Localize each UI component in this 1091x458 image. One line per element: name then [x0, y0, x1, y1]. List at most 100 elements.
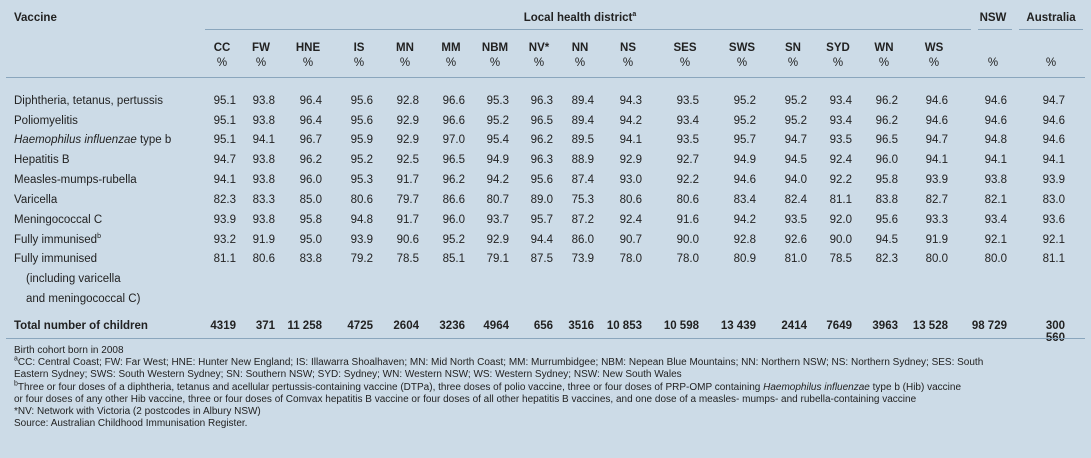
table-cell: 94.5 — [875, 234, 898, 246]
column-unit-13: % — [832, 57, 844, 69]
table-cell: 94.1 — [925, 154, 948, 166]
column-unit-0: % — [216, 57, 228, 69]
table-cell: 94.7 — [1042, 95, 1065, 107]
table-cell: 94.5 — [784, 154, 807, 166]
table-cell: 94.7 — [784, 134, 807, 146]
footnote-source: Source: Australian Childhood Immunisatio… — [14, 418, 248, 429]
table-cell: 96.0 — [299, 174, 322, 186]
table-cell: 95.3 — [486, 95, 509, 107]
footnote-b-text-a: Three or four doses of a diphtheria, tet… — [17, 382, 764, 393]
column-unit-9: % — [622, 57, 634, 69]
table-cell: 94.8 — [350, 214, 373, 226]
local-health-district-header: Local health districta — [524, 11, 637, 24]
table-cell: 92.6 — [784, 234, 807, 246]
table-cell: 95.2 — [350, 154, 373, 166]
table-cell: 80.7 — [486, 194, 509, 206]
column-abbrev-15: WS — [924, 42, 944, 54]
column-abbrev-9: NS — [620, 42, 636, 54]
table-cell: 95.8 — [299, 214, 322, 226]
column-unit-16: % — [987, 57, 999, 69]
table-cell: 94.2 — [486, 174, 509, 186]
table-cell: 97.0 — [442, 134, 465, 146]
table-cell: 96.5 — [442, 154, 465, 166]
row-label: Haemophilus influenzae type b — [14, 134, 171, 146]
table-cell: 80.6 — [350, 194, 373, 206]
total-row-label: Total number of children — [14, 320, 148, 332]
table-cell: 92.1 — [984, 234, 1007, 246]
table-cell: 80.6 — [619, 194, 642, 206]
table-cell: 85.0 — [299, 194, 322, 206]
column-abbrev-7: NV* — [528, 42, 550, 54]
table-cell: 94.1 — [213, 174, 236, 186]
nsw-column-header: NSW — [979, 12, 1007, 24]
table-cell: 79.7 — [396, 194, 419, 206]
row-label: Measles-mumps-rubella — [14, 174, 137, 186]
column-unit-15: % — [928, 57, 940, 69]
table-cell: 91.9 — [252, 234, 275, 246]
table-cell: 93.2 — [213, 234, 236, 246]
row-label: Diphtheria, tetanus, pertussis — [14, 95, 163, 107]
table-cell: 96.2 — [530, 134, 553, 146]
table-cell: 93.9 — [350, 234, 373, 246]
table-cell: 92.8 — [733, 234, 756, 246]
table-cell: 92.5 — [396, 154, 419, 166]
table-cell: 73.9 — [571, 253, 594, 265]
column-unit-12: % — [787, 57, 799, 69]
table-cell: 7649 — [826, 320, 852, 332]
table-cell: 95.6 — [530, 174, 553, 186]
column-abbrev-14: WN — [874, 42, 894, 54]
row-label: Meningococcal C — [14, 214, 102, 226]
table-cell: 79.2 — [350, 253, 373, 265]
table-cell: 86.6 — [442, 194, 465, 206]
table-cell: 81.1 — [1042, 253, 1065, 265]
table-cell: 4964 — [483, 320, 509, 332]
footnote-b-text-b: type b (Hib) vaccine — [869, 382, 962, 393]
table-cell: 95.4 — [486, 134, 509, 146]
table-cell: 95.1 — [213, 134, 236, 146]
footnote-a-text: CC: Central Coast; FW: Far West; HNE: Hu… — [17, 357, 984, 368]
table-cell: 96.4 — [299, 115, 322, 127]
table-cell: 92.2 — [676, 174, 699, 186]
table-cell: 80.0 — [925, 253, 948, 265]
table-cell: 93.8 — [252, 214, 275, 226]
table-cell: 91.6 — [676, 214, 699, 226]
row-label-text: Fully immunised — [14, 234, 98, 246]
table-cell: 82.1 — [984, 194, 1007, 206]
column-unit-17: % — [1045, 57, 1057, 69]
table-cell: 96.6 — [442, 95, 465, 107]
table-cell: 95.3 — [350, 174, 373, 186]
table-cell: 89.4 — [571, 95, 594, 107]
column-abbrev-2: HNE — [295, 42, 321, 54]
row-label-text: Meningococcal C — [14, 214, 103, 226]
column-unit-3: % — [353, 57, 365, 69]
table-cell: 78.0 — [676, 253, 699, 265]
table-cell: 93.4 — [829, 95, 852, 107]
table-cell: 93.9 — [213, 214, 236, 226]
row-label-text: Diphtheria, tetanus, pertussis — [14, 95, 163, 107]
district-header-rule — [205, 29, 971, 30]
table-cell: 3963 — [872, 320, 898, 332]
table-cell: 96.0 — [442, 214, 465, 226]
table-cell: 95.2 — [442, 234, 465, 246]
table-cell: 94.1 — [252, 134, 275, 146]
table-cell: 94.4 — [530, 234, 553, 246]
table-cell: 93.4 — [829, 115, 852, 127]
table-cell: 96.0 — [875, 154, 898, 166]
table-cell: 96.5 — [530, 115, 553, 127]
row-label-text: Hepatitis B — [14, 154, 70, 166]
column-unit-14: % — [878, 57, 890, 69]
column-abbrev-0: CC — [213, 42, 231, 54]
table-cell: 93.8 — [984, 174, 1007, 186]
table-cell: 96.4 — [299, 95, 322, 107]
footnote-a-line1: aCC: Central Coast; FW: Far West; HNE: H… — [14, 356, 984, 369]
column-abbrev-8: NN — [571, 42, 589, 54]
row-label-text: Poliomyelitis — [14, 115, 78, 127]
table-cell: 93.4 — [984, 214, 1007, 226]
row-label-text: Fully immunised — [14, 253, 98, 265]
table-cell: 95.6 — [875, 214, 898, 226]
table-cell: 93.9 — [1042, 174, 1065, 186]
table-cell: 95.1 — [213, 95, 236, 107]
column-abbrev-6: NBM — [481, 42, 509, 54]
table-cell: 93.8 — [252, 95, 275, 107]
